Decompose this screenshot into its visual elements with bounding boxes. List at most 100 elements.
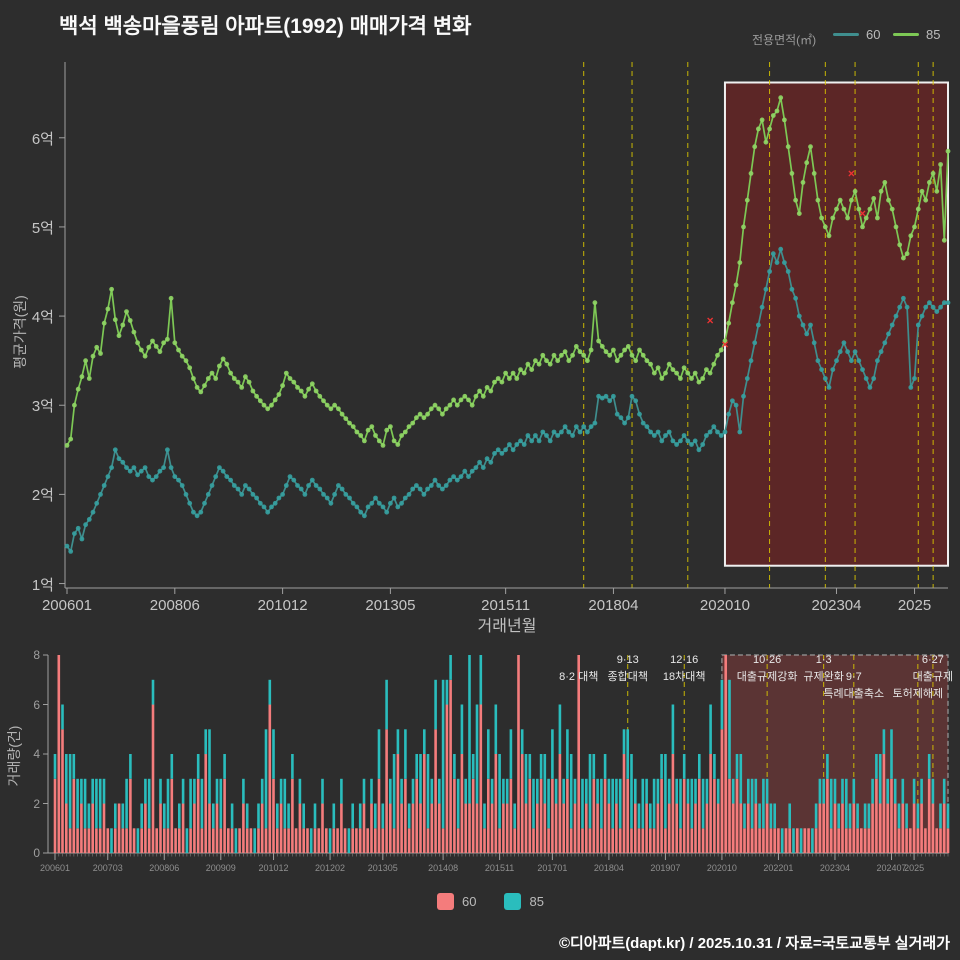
volume-bar-85 [196, 754, 200, 779]
price-point [324, 495, 330, 501]
price-point [774, 108, 780, 114]
price-point [112, 447, 118, 453]
volume-bar-85 [573, 778, 577, 804]
price-point [711, 361, 717, 367]
price-point [551, 352, 557, 358]
price-point [239, 492, 245, 497]
price-point [793, 295, 798, 301]
volume-bar-60 [773, 828, 776, 854]
price-point [908, 385, 914, 390]
price-point [257, 398, 263, 404]
volume-bar-60 [607, 803, 611, 853]
volume-x-tick-label: 201202 [315, 863, 346, 873]
volume-bar-85 [95, 778, 98, 829]
volume-bar-85 [362, 778, 366, 804]
bottom-legend-60-label: 60 [462, 894, 477, 909]
price-point [462, 393, 468, 399]
volume-bar-85 [351, 803, 354, 829]
volume-bar-60 [630, 828, 633, 854]
price-point [596, 338, 601, 344]
price-point [897, 304, 903, 310]
price-point [224, 474, 230, 479]
volume-bar-60 [912, 803, 916, 853]
legend-item-60[interactable]: 60 [833, 27, 880, 42]
price-point [585, 429, 590, 435]
volume-bar-85 [91, 778, 94, 804]
price-x-tick-label: 201305 [365, 597, 416, 614]
price-point [759, 304, 765, 310]
volume-bar-85 [942, 778, 946, 804]
volume-bar-60 [449, 679, 452, 854]
price-point [804, 331, 810, 337]
price-point [867, 385, 873, 390]
volume-bar-60 [856, 828, 859, 854]
price-point [313, 483, 319, 488]
price-point [146, 474, 152, 479]
price-point [852, 349, 858, 355]
price-point [135, 472, 141, 478]
price-point [596, 393, 601, 399]
volume-bar-85 [611, 778, 614, 829]
volume-bar-85 [61, 704, 64, 730]
volume-bar-85 [765, 778, 769, 804]
price-point [863, 376, 869, 381]
volume-bar-60 [656, 803, 660, 853]
legend-item-85[interactable]: 85 [893, 27, 940, 42]
volume-bar-85 [400, 778, 403, 804]
price-point [860, 367, 865, 372]
volume-bar-85 [181, 778, 185, 804]
volume-bar-60 [219, 828, 223, 854]
volume-bar-60 [517, 655, 520, 853]
price-point [834, 358, 839, 364]
price-point [172, 474, 178, 479]
bottom-legend-item-60[interactable]: 60 [437, 893, 476, 910]
price-point [451, 397, 456, 403]
volume-bar-60 [543, 803, 547, 853]
price-point [488, 388, 494, 394]
price-y-tick-label: 5억 [31, 219, 54, 237]
price-point [540, 352, 546, 358]
volume-bar-60 [747, 803, 750, 853]
volume-bar-85 [185, 828, 189, 854]
price-point [934, 188, 940, 194]
volume-bar-60 [332, 828, 336, 854]
volume-y-tick-label: 4 [33, 747, 40, 761]
price-point [588, 347, 594, 353]
volume-bar-85 [407, 803, 411, 829]
price-point [629, 352, 635, 358]
price-point [492, 379, 497, 385]
bottom-legend-item-85[interactable]: 85 [504, 893, 544, 910]
volume-bar-60 [803, 828, 807, 854]
volume-bar-85 [543, 754, 547, 804]
volume-bar-60 [562, 803, 565, 853]
volume-bar-85 [287, 803, 290, 829]
volume-bar-85 [494, 704, 498, 754]
price-point [116, 333, 122, 339]
volume-bar-60 [814, 828, 818, 854]
price-point [354, 429, 360, 435]
price-point [789, 286, 795, 292]
volume-bar-85 [321, 778, 324, 804]
price-point [492, 451, 497, 456]
volume-bar-60 [596, 803, 599, 853]
volume-bar-85 [603, 754, 607, 779]
volume-bar-85 [509, 729, 513, 779]
price-point [529, 367, 535, 372]
price-point [473, 465, 479, 470]
volume-bar-85 [893, 778, 897, 804]
volume-bar-60 [355, 828, 358, 854]
volume-bar-85 [645, 778, 648, 804]
volume-bar-60 [102, 803, 106, 853]
price-point [570, 433, 575, 438]
volume-bar-60 [404, 778, 407, 854]
volume-bar-85 [166, 778, 170, 829]
volume-bars [53, 655, 950, 854]
price-point [830, 215, 836, 221]
price-point [317, 393, 323, 399]
volume-bar-60 [72, 778, 76, 854]
series-85-line-swatch [893, 33, 919, 36]
price-point [808, 322, 813, 328]
volume-bar-85 [200, 778, 204, 829]
price-point [514, 442, 520, 447]
volume-bar-60 [170, 778, 174, 854]
